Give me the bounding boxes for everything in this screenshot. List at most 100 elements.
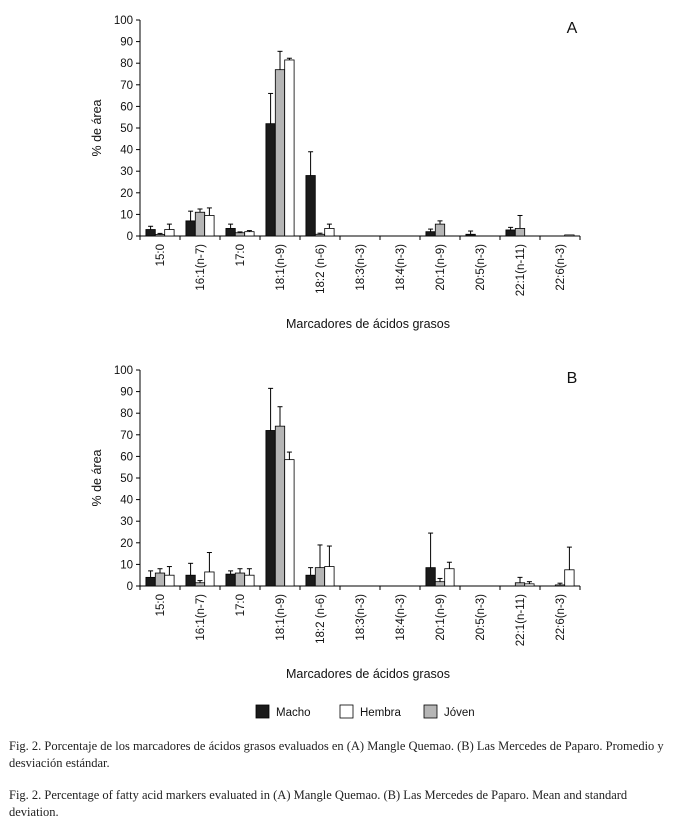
bar-hembra: [444, 568, 455, 587]
bar-macho: [145, 576, 156, 587]
x-axis-title: Marcadores de ácidos grasos: [286, 667, 450, 681]
bar-macho: [305, 175, 316, 237]
y-tick-label: 90: [120, 37, 133, 49]
bar-jóven: [274, 69, 286, 237]
legend-label-jóven: Jóven: [444, 707, 475, 719]
x-tick-label: 22:1(n-11): [515, 244, 527, 296]
x-tick-label: 22:6(n-3): [555, 594, 567, 641]
bar-macho: [465, 233, 476, 237]
y-tick-label: 10: [120, 559, 133, 571]
bar-jóven: [314, 567, 326, 587]
y-tick-label: 60: [120, 451, 133, 463]
x-tick-label: 20:5(n-3): [475, 594, 487, 641]
bar-macho: [145, 229, 156, 237]
legend-swatch-macho: [255, 704, 270, 719]
bar-hembra: [564, 234, 575, 237]
x-tick-label: 18:2 (n-6): [315, 594, 327, 644]
bar-jóven: [514, 582, 526, 587]
y-tick-label: 80: [120, 58, 133, 70]
bar-macho: [185, 220, 196, 237]
bar-jóven: [194, 582, 206, 587]
x-tick-label: 20:1(n-9): [435, 594, 447, 641]
x-tick-label: 18:4(n-3): [395, 244, 407, 291]
bar-macho: [425, 231, 436, 237]
x-tick-label: 20:5(n-3): [475, 244, 487, 291]
bar-hembra: [244, 231, 255, 237]
x-tick-label: 20:1(n-9): [435, 244, 447, 291]
x-tick-label: 18:3(n-3): [355, 594, 367, 641]
bar-macho: [225, 573, 236, 587]
bar-jóven: [514, 228, 526, 237]
bar-hembra: [324, 228, 335, 237]
y-tick-label: 100: [114, 365, 133, 377]
x-tick-label: 15:0: [155, 244, 167, 266]
bar-hembra: [164, 229, 175, 237]
bar-hembra: [204, 571, 215, 587]
x-tick-label: 17:0: [235, 594, 247, 616]
bar-hembra: [284, 459, 295, 587]
x-tick-label: 18:3(n-3): [355, 244, 367, 291]
y-axis-title: % de área: [90, 449, 104, 506]
x-tick-label: 16:1(n-7): [195, 594, 207, 641]
x-tick-label: 15:0: [155, 594, 167, 616]
bar-jóven: [154, 572, 166, 587]
panel-label: B: [567, 370, 578, 387]
y-tick-label: 60: [120, 101, 133, 113]
y-tick-label: 90: [120, 387, 133, 399]
y-tick-label: 20: [120, 188, 133, 200]
y-axis-title: % de área: [90, 99, 104, 156]
bar-hembra: [204, 215, 215, 237]
bar-jóven: [554, 584, 566, 587]
y-tick-label: 30: [120, 166, 133, 178]
x-tick-label: 17:0: [235, 244, 247, 266]
bar-hembra: [164, 574, 175, 587]
figure-caption-spanish: Fig. 2. Porcentaje de los marcadores de …: [9, 739, 664, 770]
legend-swatch-hembra: [339, 704, 354, 719]
y-tick-label: 20: [120, 538, 133, 550]
y-tick-label: 80: [120, 408, 133, 420]
chart-legend: Macho Hembra Jóven: [255, 704, 475, 719]
bar-jóven: [154, 234, 166, 237]
x-tick-label: 22:1(n-11): [515, 594, 527, 646]
bar-macho: [305, 574, 316, 587]
bar-jóven: [234, 572, 246, 587]
x-tick-label: 18:2 (n-6): [315, 244, 327, 294]
bar-macho: [265, 123, 276, 237]
bar-macho: [185, 574, 196, 587]
legend-swatch-jóven: [423, 704, 438, 719]
chart-panel-b: 0 10 20 30 40 50 60 70 80 90 100 15:0 16:1(n-7) 17:0 1…: [90, 365, 581, 681]
bar-macho: [265, 430, 276, 587]
x-tick-label: 22:6(n-3): [555, 244, 567, 291]
y-tick-label: 70: [120, 80, 133, 92]
x-axis-title: Marcadores de ácidos grasos: [286, 317, 450, 331]
y-tick-label: 40: [120, 145, 133, 157]
bar-jóven: [234, 232, 246, 237]
x-tick-label: 18:1(n-9): [275, 594, 287, 641]
bar-jóven: [274, 425, 286, 587]
y-tick-label: 70: [120, 430, 133, 442]
bar-hembra: [524, 583, 535, 587]
x-tick-label: 16:1(n-7): [195, 244, 207, 291]
y-tick-label: 0: [127, 581, 133, 593]
y-tick-label: 100: [114, 15, 133, 27]
x-tick-label: 18:1(n-9): [275, 244, 287, 291]
panel-label: A: [567, 20, 578, 37]
figure-caption-english: Fig. 2. Percentage of fatty acid markers…: [9, 788, 628, 819]
y-tick-label: 0: [127, 231, 133, 243]
legend-label-hembra: Hembra: [360, 707, 402, 719]
bar-macho: [425, 567, 436, 587]
x-tick-label: 18:4(n-3): [395, 594, 407, 641]
bar-jóven: [434, 223, 446, 237]
y-tick-label: 50: [120, 123, 133, 135]
chart-panel-a: 0 10 20 30 40 50 60 70 80 90 100 15:0 16:1(n-7) 17:0 1…: [90, 15, 581, 331]
bar-hembra: [284, 59, 295, 237]
y-tick-label: 40: [120, 495, 133, 507]
y-tick-label: 10: [120, 209, 133, 221]
bar-macho: [505, 229, 516, 237]
bar-hembra: [564, 569, 575, 587]
bar-jóven: [194, 211, 206, 237]
bar-hembra: [324, 566, 335, 587]
bar-jóven: [434, 581, 446, 587]
y-tick-label: 50: [120, 473, 133, 485]
bar-hembra: [244, 574, 255, 587]
